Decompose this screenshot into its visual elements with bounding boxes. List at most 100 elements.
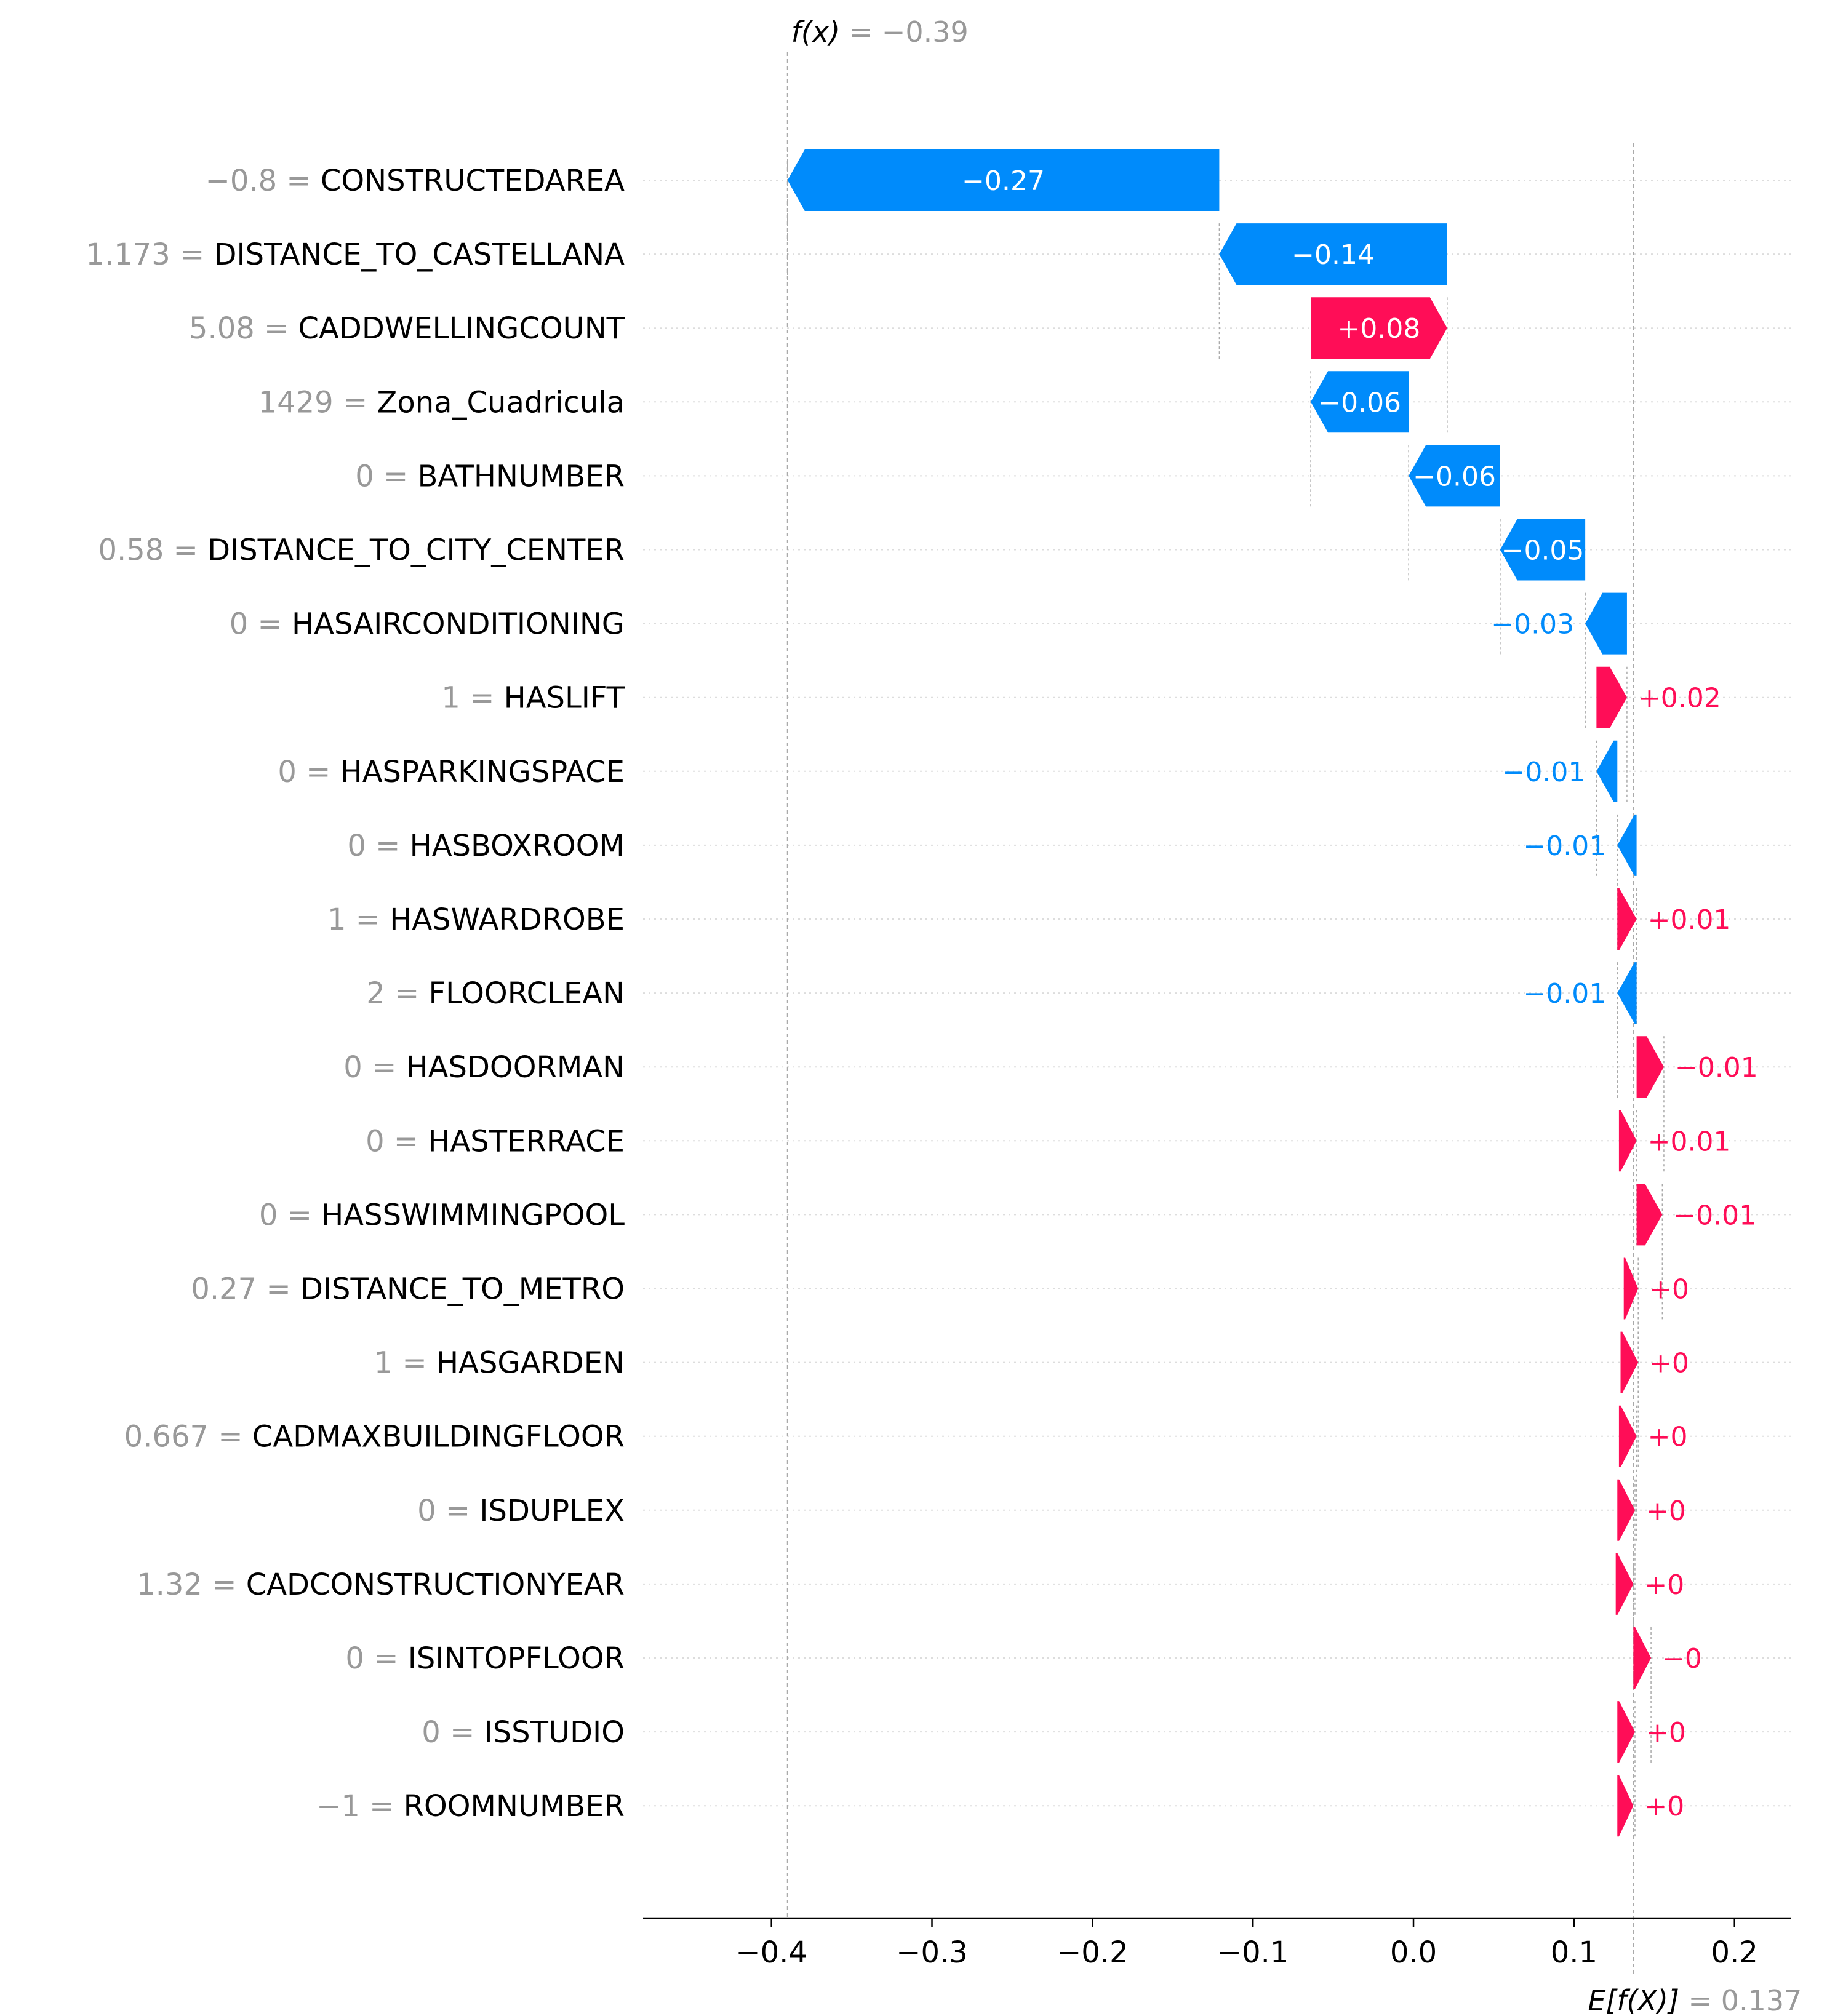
- bar-layer: −0.27 −0.14 +0.08 −0.06 −0.06 −0.05 −0.03 +0.02…: [787, 149, 1758, 1837]
- feature-value: 1.173 =: [86, 237, 214, 272]
- feature-name: CADMAXBUILDINGFLOOR: [252, 1420, 625, 1454]
- waterfall-bar: [1636, 1184, 1663, 1246]
- feature-value: 0 =: [417, 1494, 479, 1528]
- feature-value: 0 =: [345, 1641, 407, 1676]
- feature-label: 0 = ISDUPLEX: [417, 1494, 625, 1528]
- feature-value: 0.27 =: [191, 1272, 300, 1307]
- feature-label: 5.08 = CADDWELLINGCOUNT: [189, 311, 625, 346]
- waterfall-bar: [1633, 1627, 1652, 1689]
- feature-name: HASPARKINGSPACE: [340, 755, 625, 789]
- fx-annotation: f(x) = −0.39: [791, 15, 969, 49]
- feature-label: 0 = ISINTOPFLOOR: [345, 1641, 625, 1676]
- bar-value-label: +0: [1646, 1496, 1686, 1527]
- waterfall-bar: [1311, 371, 1409, 433]
- feature-value: 1 =: [327, 902, 390, 937]
- bar-value-label: +0.01: [1648, 904, 1731, 936]
- feature-name: HASDOORMAN: [406, 1050, 625, 1085]
- waterfall-bar: [787, 149, 1220, 211]
- feature-label: 0 = HASDOORMAN: [343, 1050, 625, 1085]
- waterfall-bar: [1596, 740, 1618, 802]
- feature-name: CADCONSTRUCTIONYEAR: [246, 1568, 625, 1602]
- feature-name: HASSWIMMINGPOOL: [321, 1198, 625, 1232]
- expected-value-annotation: E[f(X)] = 0.137: [1588, 1984, 1802, 2016]
- waterfall-bar: [1618, 1405, 1637, 1467]
- bar-value-label: −0.05: [1501, 535, 1585, 567]
- expected-value-value: = 0.137: [1679, 1984, 1802, 2016]
- waterfall-bar: [1311, 297, 1447, 359]
- feature-label: 0 = ISSTUDIO: [422, 1715, 625, 1750]
- bar-value-label: +0: [1649, 1274, 1689, 1305]
- feature-label: −1 = ROOMNUMBER: [316, 1789, 625, 1823]
- bar-value-label: +0: [1648, 1422, 1688, 1453]
- waterfall-bar: [1618, 1110, 1637, 1172]
- x-tick-label: −0.1: [1217, 1935, 1289, 1970]
- x-axis: −0.4 −0.3 −0.2 −0.1 0.0 0.1 0.2: [643, 1917, 1791, 1970]
- feature-name: ROOMNUMBER: [404, 1789, 625, 1823]
- feature-name: BATHNUMBER: [417, 459, 625, 493]
- feature-value: 5.08 =: [189, 311, 298, 346]
- feature-label: 0.58 = DISTANCE_TO_CITY_CENTER: [98, 533, 625, 568]
- row-label-layer: −0.8 = CONSTRUCTEDAREA 1.173 = DISTANCE_T…: [86, 164, 625, 1823]
- x-tick-label: 0.0: [1390, 1935, 1437, 1970]
- fx-annotation-value: = −0.39: [840, 15, 969, 49]
- bar-value-label: −0: [1662, 1643, 1702, 1675]
- x-tick-label: −0.3: [896, 1935, 968, 1970]
- bar-value-label: −0.06: [1318, 387, 1401, 418]
- feature-value: 1.32 =: [137, 1568, 246, 1602]
- waterfall-bar: [1636, 1036, 1664, 1098]
- feature-name: DISTANCE_TO_CASTELLANA: [214, 237, 625, 272]
- feature-name: HASBOXROOM: [410, 829, 625, 863]
- bar-value-label: −0.27: [962, 165, 1045, 197]
- feature-value: 0 =: [366, 1124, 428, 1158]
- expected-value-prefix: E[f(X)]: [1588, 1984, 1679, 2016]
- feature-label: 0 = HASAIRCONDITIONING: [230, 607, 625, 642]
- waterfall-bar: [1617, 1701, 1635, 1763]
- bar-value-label: +0: [1644, 1569, 1684, 1601]
- feature-value: −1 =: [316, 1789, 404, 1823]
- feature-label: 2 = FLOORCLEAN: [366, 976, 625, 1011]
- feature-value: −0.8 =: [206, 164, 321, 198]
- feature-label: 1 = HASLIFT: [441, 681, 625, 715]
- bar-value-label: −0.01: [1675, 1052, 1758, 1083]
- x-tick-label: 0.1: [1551, 1935, 1597, 1970]
- bar-value-label: −0.01: [1503, 757, 1586, 788]
- feature-name: FLOORCLEAN: [429, 976, 625, 1011]
- guide-layer: [786, 52, 1665, 1974]
- waterfall-bar: [1617, 888, 1637, 950]
- x-tick-label: −0.2: [1057, 1935, 1129, 1970]
- feature-name: ISINTOPFLOOR: [408, 1641, 625, 1676]
- waterfall-bar: [1617, 962, 1637, 1024]
- feature-label: 0.667 = CADMAXBUILDINGFLOOR: [124, 1420, 625, 1454]
- waterfall-bar: [1615, 1553, 1634, 1615]
- feature-value: 1 =: [441, 681, 503, 715]
- feature-value: 2 =: [366, 976, 428, 1011]
- bar-value-label: −0.01: [1523, 831, 1606, 862]
- bar-value-label: +0: [1649, 1348, 1689, 1379]
- feature-name: ISSTUDIO: [484, 1715, 625, 1750]
- feature-name: HASAIRCONDITIONING: [292, 607, 625, 642]
- bar-value-label: +0: [1646, 1717, 1686, 1748]
- bar-value-label: +0: [1644, 1791, 1684, 1822]
- bar-value-label: −0.01: [1673, 1200, 1756, 1231]
- bar-value-label: +0.02: [1638, 683, 1721, 714]
- feature-label: 1429 = Zona_Cuadricula: [258, 385, 625, 420]
- bar-value-label: −0.03: [1491, 609, 1574, 640]
- waterfall-bar: [1623, 1257, 1639, 1320]
- feature-value: 1429 =: [258, 385, 377, 420]
- feature-name: ISDUPLEX: [479, 1494, 625, 1528]
- feature-value: 1 =: [374, 1346, 436, 1381]
- feature-value: 0 =: [422, 1715, 484, 1750]
- waterfall-bar: [1409, 445, 1500, 507]
- feature-name: HASGARDEN: [436, 1346, 625, 1381]
- feature-label: 1.173 = DISTANCE_TO_CASTELLANA: [86, 237, 625, 272]
- feature-label: 0 = BATHNUMBER: [355, 459, 625, 493]
- fx-annotation-prefix: f(x): [791, 15, 840, 49]
- bar-value-label: −0.14: [1292, 239, 1375, 271]
- feature-value: 0.667 =: [124, 1420, 252, 1454]
- feature-name: HASTERRACE: [428, 1124, 625, 1158]
- feature-name: DISTANCE_TO_METRO: [300, 1272, 625, 1307]
- waterfall-bar: [1617, 1775, 1634, 1837]
- feature-name: HASWARDROBE: [390, 902, 625, 937]
- feature-name: Zona_Cuadricula: [377, 385, 625, 420]
